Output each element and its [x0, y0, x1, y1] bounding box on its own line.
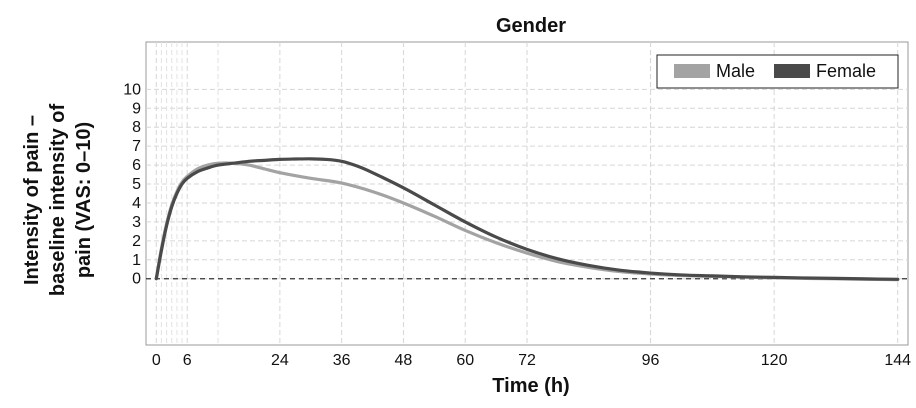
y-tick-label: 9 — [132, 100, 141, 117]
series-line-female — [154, 157, 900, 281]
y-tick-label: 10 — [123, 81, 141, 98]
y-tick-label: 4 — [132, 195, 141, 212]
y-tick-label: 3 — [132, 214, 141, 231]
y-tick-label: 2 — [132, 233, 141, 250]
chart-title: Gender — [496, 15, 566, 37]
legend: Male Female — [656, 54, 899, 89]
y-tick-label: 7 — [132, 138, 141, 155]
legend-swatch-male — [674, 64, 710, 78]
axis-ticks: 0 1 2 3 4 5 6 7 8 9 10 0 6 24 36 48 60 72 96 120 144 — [123, 81, 911, 369]
legend-swatch-female — [774, 64, 810, 78]
x-tick-label: 0 — [152, 352, 161, 369]
x-axis-label: Time (h) — [492, 375, 569, 397]
y-axis-label-line-3: pain (VAS: 0–10) — [73, 122, 95, 278]
x-tick-label: 24 — [271, 352, 289, 369]
y-tick-label: 8 — [132, 119, 141, 136]
y-tick-label: 0 — [132, 271, 141, 288]
y-tick-label: 1 — [132, 252, 141, 269]
x-tick-label: 6 — [183, 352, 192, 369]
x-tick-label: 120 — [761, 352, 788, 369]
x-tick-label: 144 — [884, 352, 911, 369]
x-tick-label: 60 — [456, 352, 474, 369]
y-axis-label-line-1: Intensity of pain – — [21, 115, 43, 285]
x-tick-label: 72 — [518, 352, 536, 369]
legend-label-female: Female — [816, 61, 876, 81]
y-tick-label: 5 — [132, 176, 141, 193]
x-tick-label: 96 — [642, 352, 660, 369]
legend-label-male: Male — [716, 61, 755, 81]
x-tick-label: 48 — [395, 352, 413, 369]
y-tick-label: 6 — [132, 157, 141, 174]
y-axis-label-line-2: baseline intensity of — [47, 104, 69, 297]
grid-lines — [146, 42, 908, 345]
x-tick-label: 36 — [333, 352, 351, 369]
series-lines — [154, 157, 900, 282]
